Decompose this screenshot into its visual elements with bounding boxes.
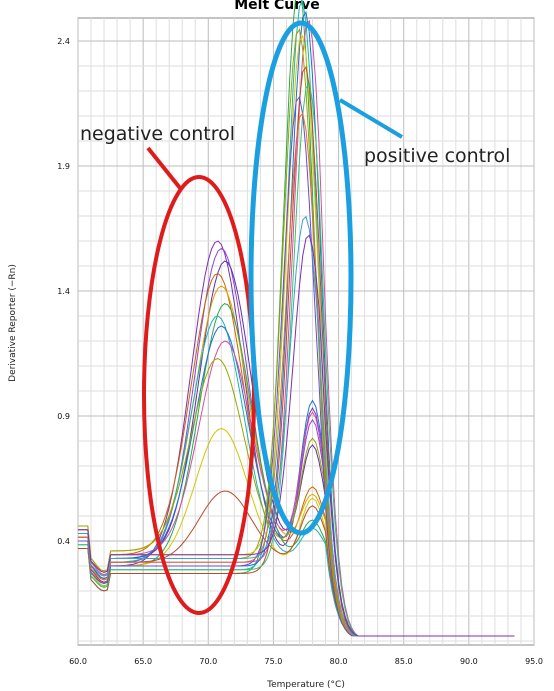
x-tick-label: 65.0: [134, 657, 152, 666]
melt-curves: [78, 0, 515, 637]
x-axis-label: Temperature (°C): [267, 680, 345, 690]
y-tick-label: 1.4: [57, 287, 70, 296]
positive-control-curve: [78, 234, 515, 637]
y-tick-label: 0.4: [57, 537, 70, 546]
negative-control-pointer: [146, 146, 182, 190]
x-tick-label: 70.0: [199, 657, 217, 666]
positive-control-pointer: [338, 98, 404, 139]
x-tick-label: 95.0: [525, 657, 543, 666]
annotations: negative control positive control: [80, 20, 510, 615]
x-tick-label: 90.0: [460, 657, 478, 666]
axis-ticks: 60.0 65.0 70.0 75.0 80.0 85.0 90.0 95.0 0.4 0.9 1.…: [57, 37, 543, 666]
x-tick-label: 60.0: [69, 657, 87, 666]
chart-title: Melt Curve: [234, 0, 320, 13]
positive-control-ellipse: [248, 20, 354, 536]
x-tick-label: 85.0: [395, 657, 413, 666]
y-tick-label: 1.9: [57, 162, 70, 171]
positive-control-label: positive control: [364, 145, 510, 167]
negative-control-label: negative control: [80, 123, 235, 145]
x-tick-label: 75.0: [265, 657, 283, 666]
y-tick-label: 0.9: [57, 412, 70, 421]
y-tick-label: 2.4: [57, 37, 70, 46]
x-tick-label: 80.0: [330, 657, 348, 666]
